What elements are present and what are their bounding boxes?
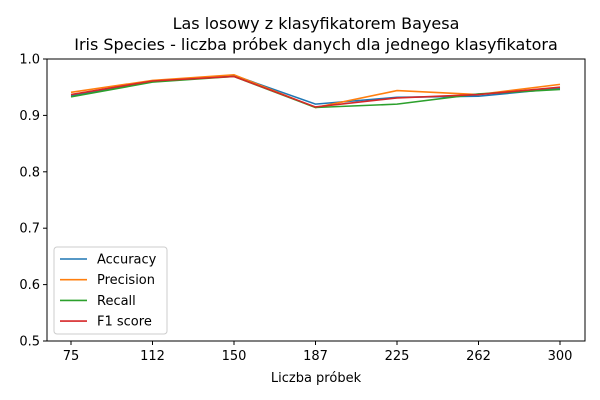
y-tick-label: 1.0 — [19, 53, 40, 68]
y-tick-label: 0.8 — [19, 165, 40, 180]
legend-label: Accuracy — [97, 253, 157, 268]
x-tick-label: 300 — [548, 349, 573, 364]
x-tick-label: 262 — [466, 349, 491, 364]
chart-title-line-1: Las losowy z klasyfikatorem Bayesa — [173, 14, 460, 33]
legend-box — [53, 246, 168, 335]
y-tick-label: 0.7 — [19, 222, 40, 237]
legend: Accuracy Precision Recall F1 score — [53, 246, 168, 335]
series-line-f1-score — [70, 75, 561, 108]
x-tick-label: 112 — [140, 349, 165, 364]
legend-label: Recall — [97, 294, 136, 309]
legend-label: F1 score — [97, 315, 152, 330]
x-tick-label: 187 — [303, 349, 328, 364]
series-line-accuracy — [70, 74, 561, 105]
x-tick-label: 225 — [385, 349, 410, 364]
x-axis-label: Liczba próbek — [271, 371, 362, 386]
chart-title-line-2: Iris Species - liczba próbek danych dla … — [74, 35, 558, 54]
legend-label: Precision — [97, 273, 155, 288]
y-axis: 0.5 0.6 0.7 0.8 0.9 1.0 — [19, 53, 47, 350]
series-layer — [70, 73, 561, 109]
x-axis: 75 112 150 187 225 262 300 — [63, 341, 573, 364]
y-tick-label: 0.9 — [19, 109, 40, 124]
x-tick-label: 150 — [222, 349, 247, 364]
y-tick-label: 0.6 — [19, 278, 40, 293]
series-line-precision — [70, 73, 561, 109]
x-tick-label: 75 — [63, 349, 80, 364]
y-tick-label: 0.5 — [19, 335, 40, 350]
